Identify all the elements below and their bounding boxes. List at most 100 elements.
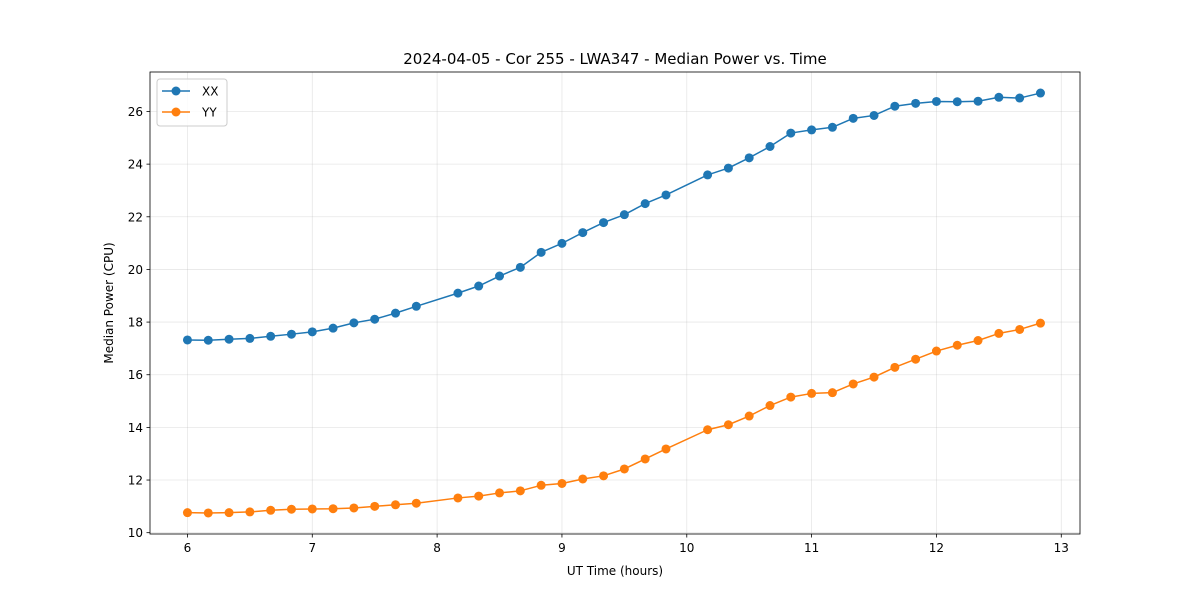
data-point-yy	[827, 388, 837, 398]
data-point-yy	[391, 500, 401, 510]
y-tick-label: 22	[128, 210, 143, 224]
data-point-yy	[370, 501, 380, 511]
data-point-xx	[286, 329, 296, 339]
data-point-xx	[245, 333, 255, 343]
data-point-yy	[744, 411, 754, 421]
legend-marker-xx	[171, 86, 181, 96]
x-tick-label: 7	[308, 541, 316, 555]
data-point-xx	[661, 190, 671, 200]
series-layer	[182, 88, 1045, 518]
plot-area	[150, 72, 1080, 534]
x-tick-label: 9	[558, 541, 566, 555]
legend-label-xx: XX	[202, 85, 218, 99]
data-point-yy	[203, 508, 213, 518]
data-point-xx	[536, 247, 546, 257]
data-point-yy	[869, 372, 879, 382]
data-point-yy	[661, 444, 671, 454]
data-point-xx	[952, 97, 962, 107]
x-tick-label: 8	[433, 541, 441, 555]
data-point-xx	[765, 142, 775, 151]
data-point-yy	[515, 486, 525, 496]
data-point-xx	[723, 163, 733, 173]
data-point-xx	[827, 122, 837, 132]
series-line-xx	[187, 92, 1041, 341]
data-point-yy	[973, 336, 983, 346]
data-point-yy	[307, 504, 317, 514]
data-point-yy	[848, 379, 858, 389]
data-point-yy	[952, 340, 962, 350]
data-point-yy	[1035, 318, 1045, 328]
data-point-yy	[557, 478, 567, 488]
x-tick-label: 12	[929, 541, 944, 555]
data-point-xx	[266, 331, 276, 341]
x-axis-label: UT Time (hours)	[567, 564, 663, 578]
x-tick-label: 10	[679, 541, 694, 555]
legend-marker-yy	[171, 107, 181, 117]
y-tick-label: 24	[128, 158, 143, 172]
data-point-yy	[994, 328, 1004, 338]
data-point-yy	[578, 474, 588, 484]
data-point-xx	[307, 327, 317, 337]
data-point-yy	[931, 346, 941, 356]
data-point-yy	[1015, 324, 1025, 334]
x-tick-label: 6	[184, 541, 192, 555]
legend: XX YY	[156, 78, 228, 127]
data-point-yy	[765, 401, 775, 411]
data-point-xx	[203, 335, 213, 345]
data-point-xx	[557, 238, 567, 248]
data-point-yy	[723, 420, 733, 430]
data-point-yy	[224, 508, 234, 518]
data-point-xx	[744, 153, 754, 163]
y-tick-label: 10	[128, 526, 143, 540]
chart-title: 2024-04-05 - Cor 255 - LWA347 - Median P…	[403, 50, 827, 68]
data-point-xx	[786, 128, 796, 138]
series-line-yy	[187, 322, 1041, 514]
data-point-yy	[786, 392, 796, 402]
data-point-xx	[890, 101, 900, 111]
data-point-xx	[411, 301, 421, 311]
data-point-xx	[370, 314, 380, 324]
data-point-yy	[411, 498, 421, 508]
tick-layer: 6 7 8 9 10 11 12 13 10 12 14 16 18 20 22 24 26	[128, 105, 1069, 555]
data-point-yy	[182, 508, 192, 518]
data-point-yy	[703, 425, 713, 435]
x-tick-label: 11	[804, 541, 819, 555]
data-point-xx	[474, 281, 484, 291]
axes-frame	[149, 71, 1081, 535]
data-point-xx	[182, 335, 192, 345]
data-point-xx	[453, 288, 463, 298]
data-point-xx	[640, 199, 650, 209]
data-point-xx	[578, 228, 588, 238]
data-point-yy	[328, 504, 338, 514]
data-point-xx	[391, 308, 401, 318]
data-point-yy	[349, 503, 359, 513]
data-point-yy	[599, 471, 609, 481]
data-point-yy	[890, 362, 900, 372]
data-point-xx	[224, 334, 234, 344]
data-point-yy	[286, 504, 296, 514]
grid-layer	[150, 72, 1080, 534]
data-point-xx	[328, 323, 338, 333]
y-tick-label: 18	[128, 316, 143, 330]
data-point-xx	[515, 262, 525, 272]
data-point-yy	[474, 491, 484, 501]
data-point-yy	[495, 488, 505, 498]
data-point-xx	[619, 210, 629, 220]
data-point-xx	[599, 218, 609, 228]
data-point-xx	[1035, 88, 1045, 98]
data-point-xx	[848, 113, 858, 123]
data-point-yy	[453, 493, 463, 503]
data-point-yy	[245, 507, 255, 517]
x-tick-label: 13	[1054, 541, 1069, 555]
data-point-yy	[911, 354, 921, 364]
legend-label-yy: YY	[201, 106, 217, 120]
data-point-xx	[703, 170, 713, 180]
data-point-xx	[1015, 93, 1025, 103]
data-point-xx	[931, 96, 941, 106]
data-point-xx	[869, 110, 879, 120]
data-point-xx	[911, 98, 921, 108]
y-tick-label: 20	[128, 263, 143, 277]
data-point-yy	[640, 454, 650, 464]
y-tick-label: 14	[128, 421, 143, 435]
